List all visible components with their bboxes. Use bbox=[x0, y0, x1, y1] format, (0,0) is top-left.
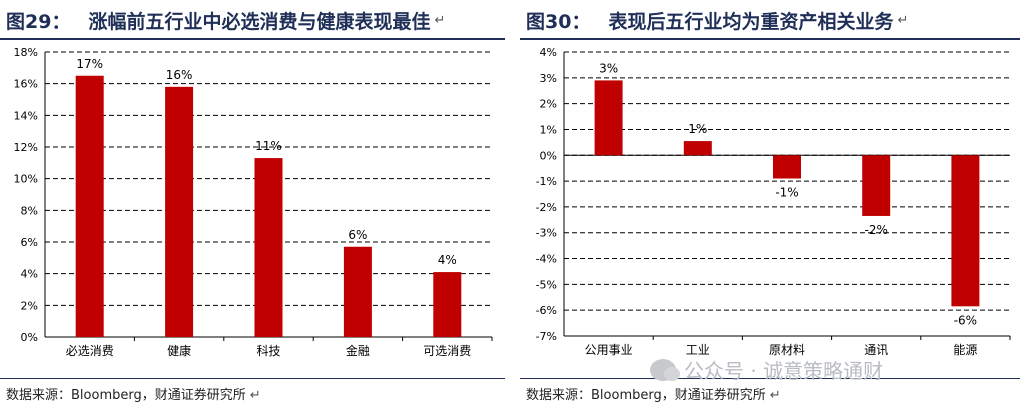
right-chart-y-tick-label: 4% bbox=[540, 46, 557, 59]
left-chart-data-label: 6% bbox=[348, 228, 367, 242]
right-chart-y-tick-label: -5% bbox=[536, 278, 557, 291]
right-chart-y-tick-label: 0% bbox=[540, 149, 557, 162]
right-chart-data-label: 1% bbox=[688, 122, 707, 136]
left-chart-bar bbox=[165, 86, 194, 337]
left-chart-x-tick-label: 科技 bbox=[256, 344, 280, 358]
right-figure-title: 表现后五行业均为重资产相关业务 bbox=[608, 10, 894, 33]
left-chart-y-tick-label: 4% bbox=[21, 268, 38, 281]
left-title-return-mark: ↵ bbox=[434, 12, 446, 28]
left-source-text: 数据来源：Bloomberg，财通证券研究所 bbox=[6, 388, 246, 403]
right-figure-title-row: 图30： 表现后五行业均为重资产相关业务 ↵ bbox=[526, 4, 908, 36]
left-chart-y-tick-label: 8% bbox=[21, 204, 38, 217]
left-chart-x-tick-label: 必选消费 bbox=[66, 344, 114, 358]
right-bottom-rule bbox=[520, 378, 1020, 379]
left-chart-bar bbox=[75, 75, 104, 337]
right-chart-data-label: 3% bbox=[599, 61, 618, 75]
left-chart-y-tick-label: 2% bbox=[21, 299, 38, 312]
right-chart-y-tick-label: -6% bbox=[536, 304, 557, 317]
right-chart-x-tick-label: 能源 bbox=[953, 343, 977, 357]
right-title-return-mark: ↵ bbox=[897, 12, 909, 28]
right-chart-y-tick-label: 1% bbox=[540, 123, 557, 136]
right-chart-data-label: -1% bbox=[775, 186, 798, 200]
left-chart-y-tick-label: 6% bbox=[21, 236, 38, 249]
left-bottom-rule bbox=[0, 378, 505, 379]
left-chart-data-label: 11% bbox=[255, 139, 282, 153]
left-bar-chart: 0% 2% 4% 6% 8% 10% 12% 14% 16% 18% 必选消费 17% 健康 16% 科技 1… bbox=[14, 46, 493, 358]
watermark: 公众号 · 诚意策略通财 bbox=[650, 355, 883, 384]
right-chart-x-tick-label: 原材料 bbox=[769, 343, 805, 357]
right-chart-y-tick-label: -2% bbox=[536, 201, 557, 214]
right-chart-bar bbox=[951, 155, 980, 307]
left-source-return-mark: ↵ bbox=[249, 388, 261, 403]
left-chart-y-tick-label: 18% bbox=[14, 46, 38, 59]
left-source-note: 数据来源：Bloomberg，财通证券研究所 ↵ bbox=[6, 384, 261, 403]
left-chart-y-tick-label: 12% bbox=[14, 141, 38, 154]
left-chart-data-label: 4% bbox=[438, 253, 457, 267]
left-chart-bar bbox=[433, 272, 462, 337]
right-title-rule bbox=[520, 38, 1020, 40]
left-chart-x-tick-label: 健康 bbox=[167, 343, 191, 358]
left-figure-number: 图29： bbox=[6, 10, 71, 33]
left-figure-title: 涨幅前五行业中必选消费与健康表现最佳 bbox=[88, 10, 431, 33]
left-chart-y-tick-label: 14% bbox=[14, 109, 38, 122]
right-chart-bar bbox=[773, 155, 801, 179]
right-chart-data-label: -2% bbox=[865, 223, 888, 237]
right-chart-y-tick-label: -4% bbox=[536, 253, 557, 266]
right-source-return-mark: ↵ bbox=[769, 388, 781, 403]
right-figure-number: 图30： bbox=[526, 10, 591, 33]
left-figure-panel: 图29： 涨幅前五行业中必选消费与健康表现最佳 ↵ 0% 2% 4% 6% 8% 10% 1… bbox=[0, 0, 505, 414]
watermark-text: 公众号 · 诚意策略通财 bbox=[684, 359, 884, 383]
right-chart-data-label: -6% bbox=[954, 313, 977, 327]
right-chart-x-tick-label: 工业 bbox=[686, 343, 710, 357]
left-chart-data-label: 16% bbox=[166, 68, 193, 82]
left-chart-x-tick-label: 可选消费 bbox=[423, 344, 471, 358]
left-chart-bar bbox=[343, 246, 372, 337]
right-chart-bar bbox=[683, 141, 712, 156]
right-chart-y-tick-label: -3% bbox=[536, 227, 557, 240]
right-chart-x-tick-label: 公用事业 bbox=[585, 343, 633, 357]
right-chart-bar bbox=[594, 80, 623, 156]
left-title-rule bbox=[0, 38, 505, 40]
left-chart-x-tick-label: 金融 bbox=[346, 343, 370, 358]
right-chart-y-tick-label: -1% bbox=[536, 175, 557, 188]
right-chart-y-tick-label: 2% bbox=[540, 98, 557, 111]
left-chart-bar bbox=[254, 158, 283, 337]
right-chart-y-tick-label: 3% bbox=[540, 72, 557, 85]
right-figure-panel: 图30： 表现后五行业均为重资产相关业务 ↵ -7% -6% -5% -4% -3% -2… bbox=[520, 0, 1020, 414]
right-chart-x-tick-label: 通讯 bbox=[864, 343, 888, 357]
left-figure-title-row: 图29： 涨幅前五行业中必选消费与健康表现最佳 ↵ bbox=[6, 4, 445, 36]
left-chart-y-tick-label: 0% bbox=[21, 331, 38, 344]
left-chart-y-tick-label: 10% bbox=[14, 173, 38, 186]
left-chart-y-tick-label: 16% bbox=[14, 78, 38, 91]
left-chart-data-label: 17% bbox=[76, 57, 103, 71]
right-source-text: 数据来源：Bloomberg，财通证券研究所 bbox=[526, 388, 766, 403]
right-bar-chart: -7% -6% -5% -4% -3% -2% -1% 0% 1% 2% 3% 4% 公用事业 3% 工业 1… bbox=[536, 46, 1011, 357]
right-source-note: 数据来源：Bloomberg，财通证券研究所 ↵ bbox=[526, 384, 781, 403]
right-chart-y-tick-label: -7% bbox=[536, 330, 557, 343]
wechat-logo-icon bbox=[650, 358, 680, 381]
right-chart-bar bbox=[862, 155, 891, 216]
